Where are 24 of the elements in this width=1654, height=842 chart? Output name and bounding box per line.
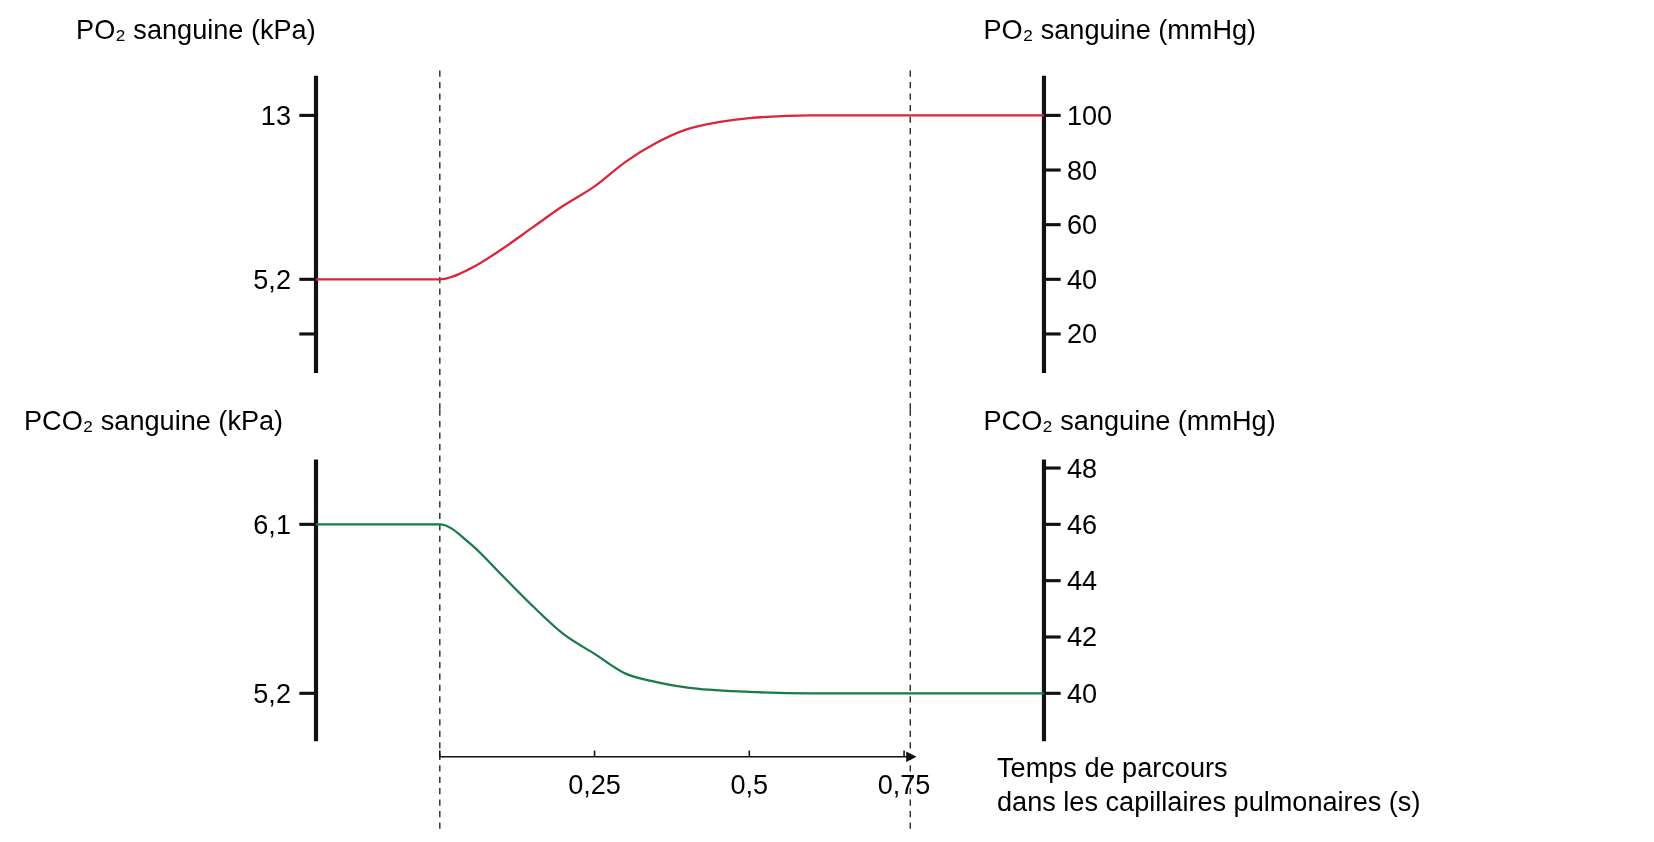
y2-tick-label: 100 <box>1066 99 1113 131</box>
y-axis-title: PCO₂ sanguine (kPa) <box>23 405 284 437</box>
y2-tick-label: 80 <box>1066 154 1098 186</box>
y2-tick-label: 60 <box>1066 209 1098 241</box>
y2-tick-label: 40 <box>1066 263 1098 295</box>
y2-tick-label: 40 <box>1066 677 1098 709</box>
x-tick-label: 0,5 <box>730 769 769 801</box>
x-tick-label: 0,25 <box>568 769 621 801</box>
y-tick-label: 6,1 <box>253 508 291 540</box>
x-tick-label: 0,75 <box>877 769 931 801</box>
x-axis-title: Temps de parcours dans les capillaires pulmonaires (s) <box>997 751 1421 818</box>
y2-tick-label: 46 <box>1066 508 1098 540</box>
y2-tick-label: 48 <box>1066 452 1098 484</box>
y-tick-label: 5,2 <box>253 263 291 295</box>
line-series <box>314 523 1046 695</box>
y2-axis-title: PO₂ sanguine (mmHg) <box>983 14 1257 46</box>
y2-axis-title: PCO₂ sanguine (mmHg) <box>983 405 1276 437</box>
y2-tick-label: 44 <box>1066 565 1098 597</box>
y-tick-label: 13 <box>260 99 291 131</box>
y-axis-title: PO₂ sanguine (kPa) <box>76 14 316 46</box>
y2-tick-label: 20 <box>1066 318 1098 350</box>
y-tick-label: 5,2 <box>253 677 291 709</box>
y2-tick-label: 42 <box>1066 621 1098 653</box>
line-series <box>314 114 1046 281</box>
